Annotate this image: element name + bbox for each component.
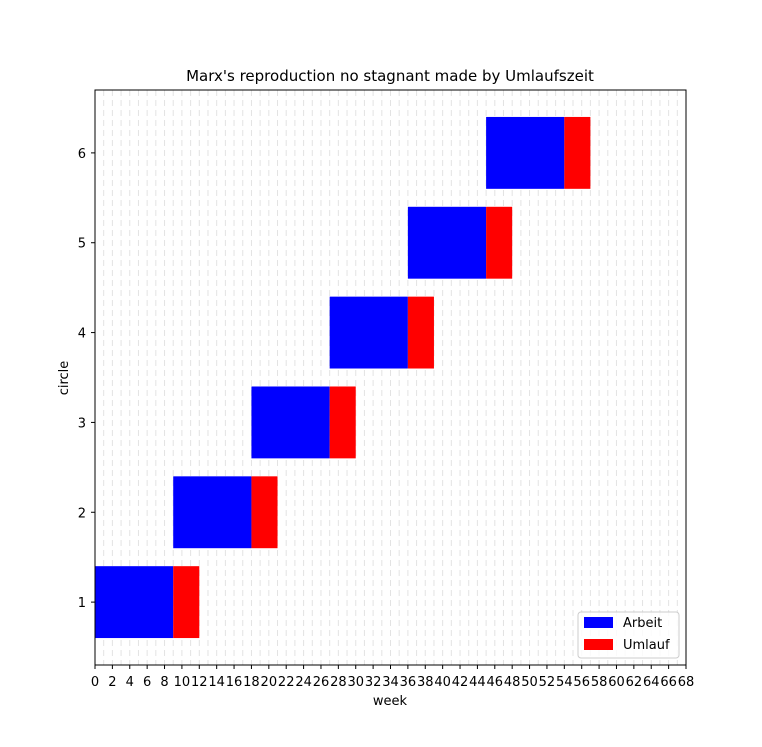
x-tick-label: 12 xyxy=(191,675,208,690)
x-tick-label: 26 xyxy=(313,675,330,690)
bar-umlauf xyxy=(251,476,278,549)
x-tick-label: 46 xyxy=(487,675,504,690)
x-tick-label: 32 xyxy=(365,675,382,690)
x-tick-label: 14 xyxy=(208,675,225,690)
y-tick-label: 2 xyxy=(78,506,86,521)
legend-label-umlauf: Umlauf xyxy=(623,638,670,653)
bar-umlauf xyxy=(329,386,356,459)
bars-layer xyxy=(95,116,591,639)
x-tick-label: 62 xyxy=(626,675,643,690)
x-tick-label: 24 xyxy=(295,675,312,690)
bar-arbeit xyxy=(95,566,174,639)
x-tick-label: 40 xyxy=(434,675,451,690)
y-tick-label: 1 xyxy=(78,596,86,611)
x-tick-label: 52 xyxy=(539,675,556,690)
x-axis-label: week xyxy=(373,694,408,709)
x-tick-label: 50 xyxy=(521,675,538,690)
legend-items: Arbeit Umlauf xyxy=(584,616,670,653)
x-tick-label: 42 xyxy=(452,675,469,690)
x-tick-label: 10 xyxy=(174,675,191,690)
bar-arbeit xyxy=(407,206,487,279)
chart-title: Marx's reproduction no stagnant made by … xyxy=(186,67,594,85)
legend-label-arbeit: Arbeit xyxy=(623,616,662,631)
x-tick-label: 64 xyxy=(643,675,660,690)
x-axis-ticks: 0 2 4 6 8 10 12 14 16 18 20 22 24 26 28 30 32 34 36 38 40 42 4… xyxy=(91,665,694,690)
x-tick-label: 66 xyxy=(660,675,677,690)
x-tick-label: 58 xyxy=(591,675,608,690)
x-tick-label: 22 xyxy=(278,675,295,690)
bar-umlauf xyxy=(564,116,591,189)
bar-arbeit xyxy=(329,296,408,369)
x-tick-label: 6 xyxy=(143,675,151,690)
x-tick-label: 16 xyxy=(226,675,243,690)
y-axis-ticks: 1 2 3 4 5 6 xyxy=(78,147,95,611)
x-tick-label: 2 xyxy=(108,675,116,690)
x-tick-label: 18 xyxy=(243,675,260,690)
x-tick-label: 0 xyxy=(91,675,99,690)
x-tick-label: 44 xyxy=(469,675,486,690)
x-tick-label: 38 xyxy=(417,675,434,690)
bar-umlauf xyxy=(173,566,200,639)
x-tick-label: 20 xyxy=(261,675,278,690)
legend-swatch-umlauf xyxy=(584,639,613,650)
x-tick-label: 36 xyxy=(400,675,417,690)
y-tick-label: 4 xyxy=(78,327,86,342)
y-tick-label: 6 xyxy=(78,147,86,162)
bar-umlauf xyxy=(486,206,513,279)
x-tick-label: 28 xyxy=(330,675,347,690)
bar-umlauf xyxy=(407,296,434,369)
bar-arbeit xyxy=(251,386,330,459)
x-tick-label: 48 xyxy=(504,675,521,690)
x-tick-label: 4 xyxy=(126,675,134,690)
x-tick-label: 68 xyxy=(678,675,695,690)
y-axis-label: circle xyxy=(57,361,72,396)
x-tick-label: 30 xyxy=(347,675,364,690)
y-tick-label: 5 xyxy=(78,237,86,252)
x-tick-label: 8 xyxy=(160,675,168,690)
legend-swatch-arbeit xyxy=(584,617,613,628)
bar-arbeit xyxy=(486,116,565,189)
x-tick-label: 60 xyxy=(608,675,625,690)
bar-arbeit xyxy=(173,476,252,549)
x-tick-label: 56 xyxy=(573,675,590,690)
x-tick-label: 54 xyxy=(556,675,573,690)
x-tick-label: 34 xyxy=(382,675,399,690)
legend: Arbeit Umlauf xyxy=(577,611,680,659)
y-tick-label: 3 xyxy=(78,416,86,431)
